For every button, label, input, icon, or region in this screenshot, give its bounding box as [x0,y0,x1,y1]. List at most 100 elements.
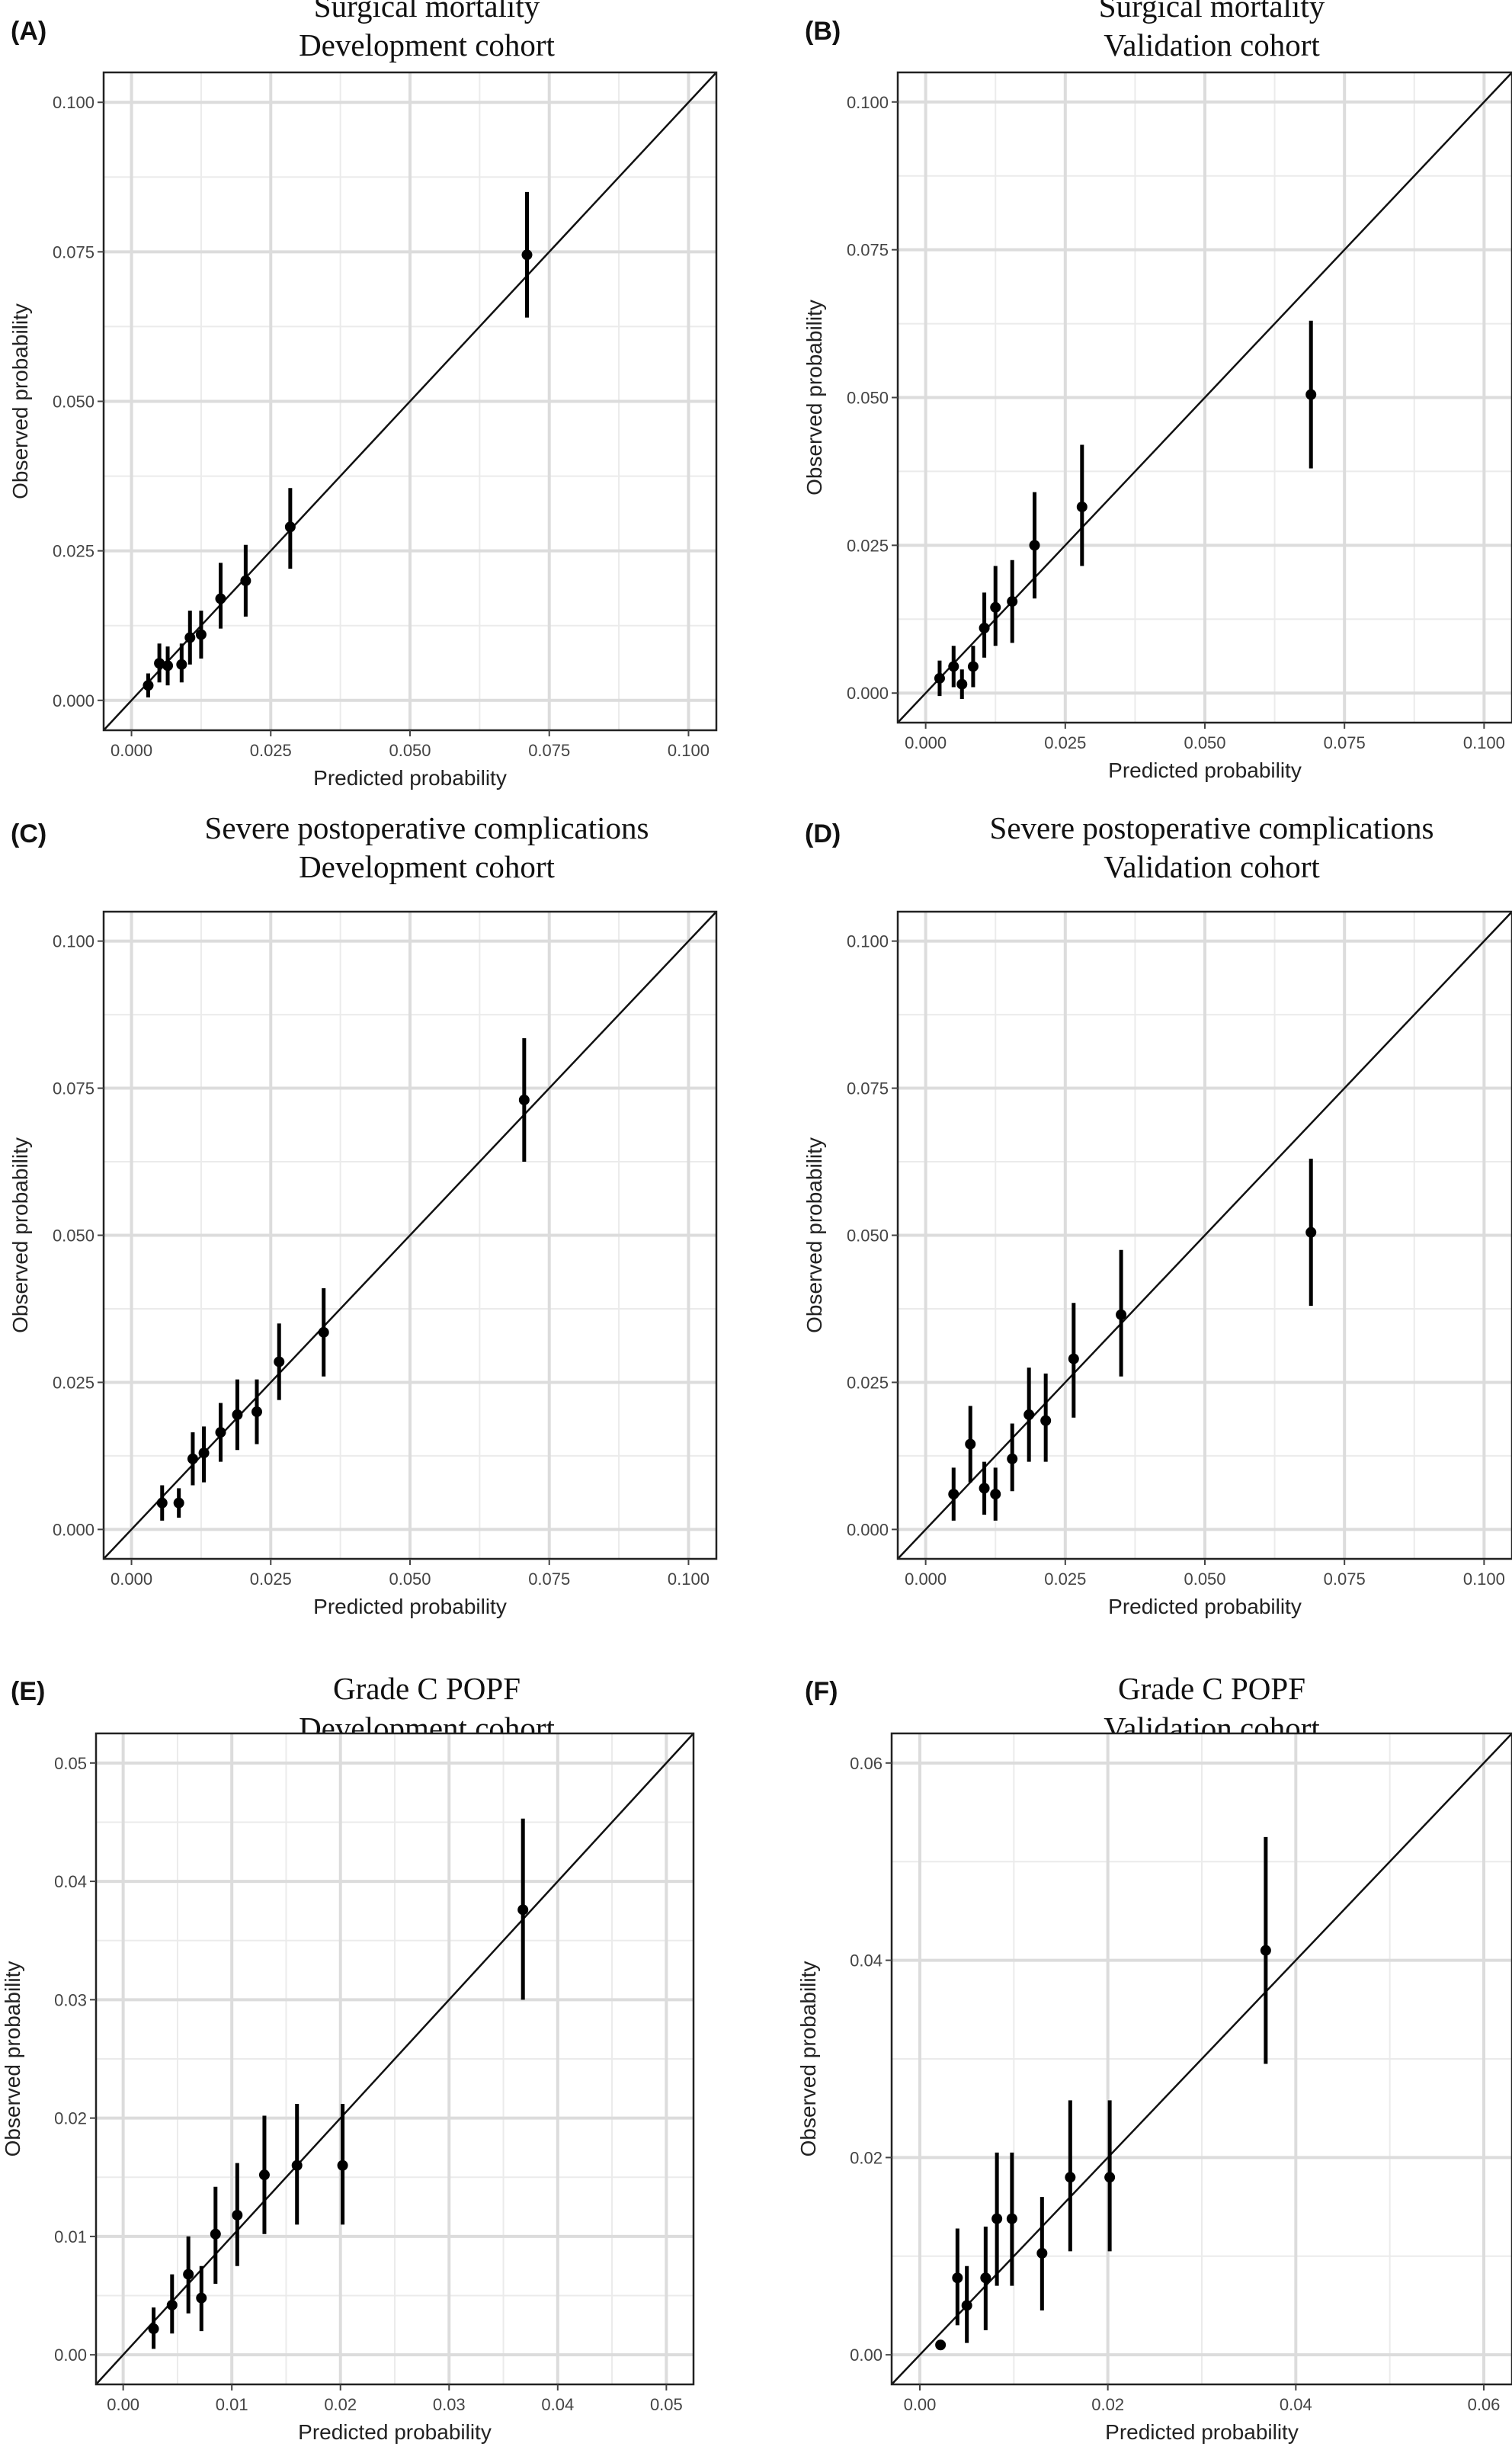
data-point [521,249,533,261]
data-point [980,2272,991,2284]
x-tick-label: 0.000 [905,733,947,752]
chart-title: Grade C POPF [1118,1671,1305,1706]
data-point [1007,1453,1018,1464]
x-tick-label: 0.06 [1468,2395,1501,2414]
data-point [173,1497,184,1509]
data-point [198,1448,210,1459]
y-tick-label: 0.100 [53,932,94,951]
data-point [215,1427,226,1438]
x-axis-label: Predicted probability [1108,1595,1302,1618]
data-point [156,1497,168,1509]
y-tick-label: 0.075 [53,242,94,261]
y-tick-label: 0.050 [53,1226,94,1246]
reference-line [103,72,717,731]
data-point [1065,2172,1076,2183]
chart-subtitle: Validation cohort [1104,849,1320,884]
data-point [215,593,226,604]
data-point [948,661,959,672]
data-point [990,601,1001,613]
data-point [187,1453,198,1464]
y-tick-label: 0.025 [53,542,94,561]
data-point [232,1409,243,1420]
data-point [934,672,945,684]
y-axis-label: Observed probability [8,1137,32,1333]
panel-label: (A) [11,17,46,46]
data-point [1040,1415,1052,1426]
y-tick-label: 0.00 [54,2346,87,2365]
data-point [517,1904,529,1916]
gridlines [96,1733,694,2384]
x-tick-label: 0.100 [1463,1570,1505,1589]
data-point [1104,2172,1116,2183]
y-tick-label: 0.075 [847,241,889,260]
y-tick-label: 0.01 [54,2227,87,2246]
data-point [1116,1309,1127,1320]
calibration-panel-2: (B) Surgical mortality Validation cohort 0.… [802,0,1512,782]
data-point [251,1406,262,1418]
y-tick-label: 0.000 [847,1520,889,1539]
y-axis-label: Observed probability [1,1961,24,2157]
x-tick-label: 0.04 [1280,2395,1312,2414]
gridlines [892,1733,1512,2384]
y-tick-label: 0.04 [54,1872,87,1891]
x-tick-label: 0.050 [1184,733,1225,752]
x-tick-label: 0.075 [528,1570,570,1589]
x-tick-label: 0.050 [389,741,431,760]
data-point [240,575,251,586]
data-point [956,678,968,690]
x-axis-label: Predicted probability [298,2420,492,2444]
data-point [284,521,296,533]
data-point [935,2339,947,2351]
data-point [148,2323,159,2335]
y-tick-label: 0.050 [847,1226,889,1246]
y-axis-label: Observed probability [802,1137,826,1333]
reference-line [897,72,1512,723]
panel-label: (E) [11,1677,45,1706]
data-point [274,1356,285,1368]
data-point [1305,389,1317,400]
data-point [1076,501,1088,512]
panel-label: (D) [805,819,841,848]
x-tick-label: 0.025 [250,741,292,760]
data-point [1029,540,1040,551]
x-tick-label: 0.000 [905,1570,947,1589]
data-point [979,622,990,633]
reference-line [95,1733,694,2385]
data-point [1305,1226,1317,1238]
chart-subtitle: Development cohort [299,27,555,63]
data-point [337,2160,348,2171]
chart-title: Severe postoperative complications [205,810,649,845]
y-tick-label: 0.025 [53,1373,94,1392]
x-tick-label: 0.025 [250,1570,292,1589]
x-axis-label: Predicted probability [313,1595,507,1618]
data-point [291,2160,303,2171]
y-tick-label: 0.02 [54,2109,87,2128]
reference-line [897,911,1512,1560]
y-tick-label: 0.05 [54,1754,87,1773]
data-point [952,2272,963,2284]
x-tick-label: 0.100 [668,741,710,760]
chart-subtitle: Validation cohort [1104,27,1320,63]
calibration-panel-3: (C) Severe postoperative complications Dev… [8,810,718,1618]
y-tick-label: 0.100 [847,93,889,112]
data-point [196,2292,207,2304]
gridlines [104,72,716,730]
x-tick-label: 0.01 [216,2395,248,2414]
data-point [990,1489,1001,1500]
y-tick-label: 0.100 [847,932,889,951]
data-point [258,2169,270,2181]
y-tick-label: 0.00 [850,2346,883,2365]
y-tick-label: 0.04 [850,1951,883,1970]
chart-title: Severe postoperative complications [990,810,1434,845]
y-tick-label: 0.025 [847,1373,889,1392]
data-point [961,2300,972,2311]
x-axis-label: Predicted probability [1108,758,1302,782]
x-tick-label: 0.000 [111,1570,152,1589]
data-point [143,680,154,691]
x-tick-label: 0.100 [1463,733,1505,752]
x-tick-label: 0.02 [1091,2395,1124,2414]
calibration-panel-1: (A) Surgical mortality Development cohort 0… [8,0,718,790]
data-point [1006,2213,1017,2224]
data-point [967,661,979,672]
